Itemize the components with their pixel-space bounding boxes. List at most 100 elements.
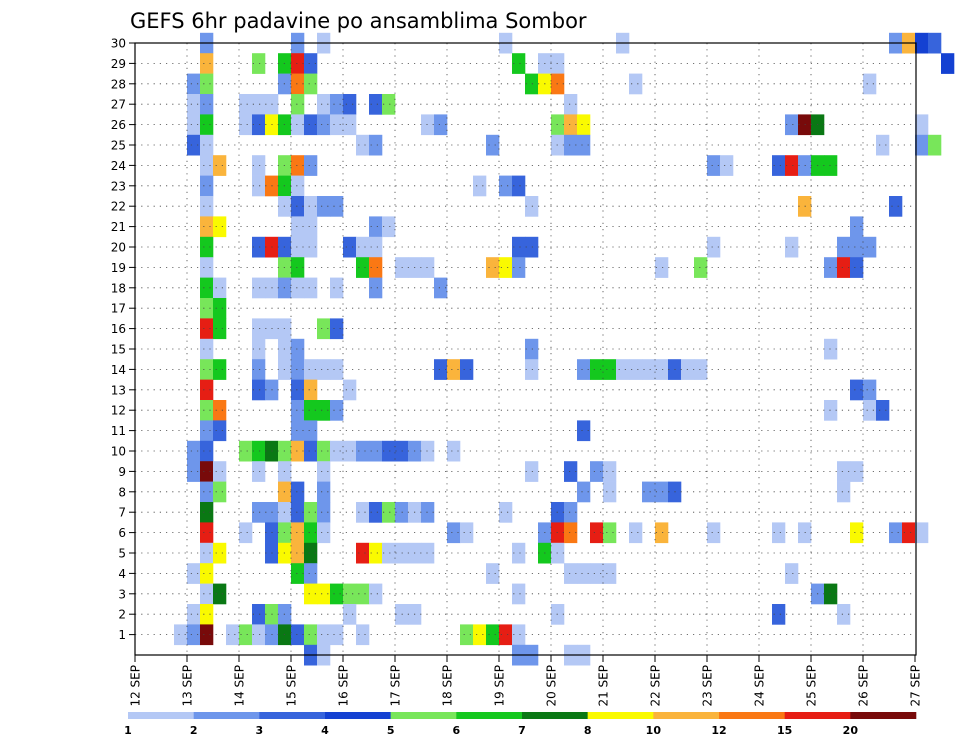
heatmap-cell xyxy=(525,338,539,360)
heatmap-cell xyxy=(564,522,578,544)
heatmap-cell xyxy=(187,94,201,115)
heatmap-cell xyxy=(629,359,643,380)
heatmap-cell xyxy=(902,522,916,544)
heatmap-cell xyxy=(837,481,851,503)
heatmap-cell xyxy=(564,502,578,523)
y-tick-label: 29 xyxy=(111,57,126,71)
heatmap-cell xyxy=(486,257,500,278)
x-tick-label: 19 SEP xyxy=(493,665,507,707)
heatmap-cell xyxy=(291,563,305,584)
heatmap-cell xyxy=(369,236,383,258)
heatmap-cell xyxy=(200,379,214,401)
heatmap-cell xyxy=(291,155,305,176)
heatmap-cell xyxy=(200,420,214,442)
heatmap-cell xyxy=(642,359,656,380)
y-tick-label: 16 xyxy=(111,322,126,336)
heatmap-cell xyxy=(291,440,305,462)
heatmap-cell xyxy=(616,359,630,380)
colorbar-label: 8 xyxy=(584,724,592,737)
heatmap-cell xyxy=(876,400,890,421)
heatmap-cell xyxy=(577,359,591,380)
heatmap-cell xyxy=(291,481,305,503)
heatmap-cell xyxy=(200,563,214,584)
heatmap-cell xyxy=(317,318,331,340)
heatmap-cell xyxy=(317,196,331,217)
heatmap-cell xyxy=(512,542,526,564)
heatmap-cell xyxy=(941,53,955,74)
heatmap-cell xyxy=(915,114,929,136)
heatmap-cell xyxy=(421,542,435,564)
heatmap-cell xyxy=(317,400,331,421)
heatmap-cell xyxy=(369,440,383,462)
colorbar-swatch xyxy=(522,712,588,719)
y-tick-label: 18 xyxy=(111,281,126,295)
x-tick-label: 23 SEP xyxy=(701,665,715,707)
heatmap-cell xyxy=(213,318,227,340)
heatmap-cell xyxy=(499,175,513,197)
heatmap-cell xyxy=(564,94,578,115)
colorbar-label: 1 xyxy=(124,724,132,737)
heatmap-cell xyxy=(824,400,838,421)
heatmap-cell xyxy=(486,134,500,156)
heatmap-cell xyxy=(200,196,214,217)
heatmap-cell xyxy=(369,277,383,299)
heatmap-cell xyxy=(187,114,201,136)
heatmap-cell xyxy=(330,583,344,605)
heatmap-cell xyxy=(304,502,318,523)
heatmap-cell xyxy=(252,155,266,176)
heatmap-cell xyxy=(512,257,526,278)
heatmap-cell xyxy=(369,94,383,115)
heatmap-cell xyxy=(356,542,370,564)
heatmap-cell xyxy=(577,563,591,584)
heatmap-cell xyxy=(213,155,227,176)
y-tick-label: 27 xyxy=(111,98,126,112)
heatmap-cell xyxy=(330,400,344,421)
y-tick-label: 12 xyxy=(111,404,126,418)
colorbar-swatch xyxy=(587,712,654,719)
heatmap-cell xyxy=(486,624,500,646)
heatmap-cell xyxy=(213,542,227,564)
heatmap-cell xyxy=(304,400,318,421)
heatmap-cell xyxy=(200,583,214,605)
heatmap-cell xyxy=(707,236,721,258)
heatmap-cell xyxy=(590,359,604,380)
heatmap-cell xyxy=(447,522,461,544)
heatmap-cell xyxy=(915,134,929,156)
heatmap-cell xyxy=(200,277,214,299)
heatmap-cell xyxy=(291,73,305,95)
heatmap-cell xyxy=(304,155,318,176)
heatmap-cell xyxy=(291,522,305,544)
heatmap-cell xyxy=(564,134,578,156)
heatmap-cell xyxy=(304,196,318,217)
heatmap-cell xyxy=(291,216,305,238)
heatmap-cell xyxy=(239,94,253,115)
heatmap-cell xyxy=(200,175,214,197)
heatmap-cell xyxy=(850,257,864,278)
heatmap-cell xyxy=(200,338,214,360)
heatmap-cell xyxy=(525,461,539,482)
y-tick-label: 23 xyxy=(111,179,126,193)
heatmap-cell xyxy=(187,134,201,156)
heatmap-cell xyxy=(369,134,383,156)
heatmap-cell xyxy=(343,94,357,115)
heatmap-cell xyxy=(707,155,721,176)
heatmap-cell xyxy=(369,257,383,278)
heatmap-cell xyxy=(330,196,344,217)
heatmap-cell xyxy=(915,522,929,544)
colorbar-label: 4 xyxy=(321,724,329,737)
heatmap-cell xyxy=(772,522,786,544)
heatmap-cell xyxy=(460,522,474,544)
heatmap-cell xyxy=(252,359,266,380)
heatmap-cell xyxy=(707,522,721,544)
x-tick-label: 16 SEP xyxy=(337,665,351,707)
x-tick-label: 20 SEP xyxy=(545,665,559,707)
heatmap-cell xyxy=(252,53,266,74)
heatmap-cell xyxy=(304,53,318,74)
heatmap-cell xyxy=(850,236,864,258)
colorbar-label: 15 xyxy=(777,724,792,737)
heatmap-cell xyxy=(499,257,513,278)
heatmap-cell xyxy=(317,461,331,482)
colorbar-label: 6 xyxy=(453,724,461,737)
heatmap-cell xyxy=(850,379,864,401)
heatmap-cell xyxy=(473,624,487,646)
